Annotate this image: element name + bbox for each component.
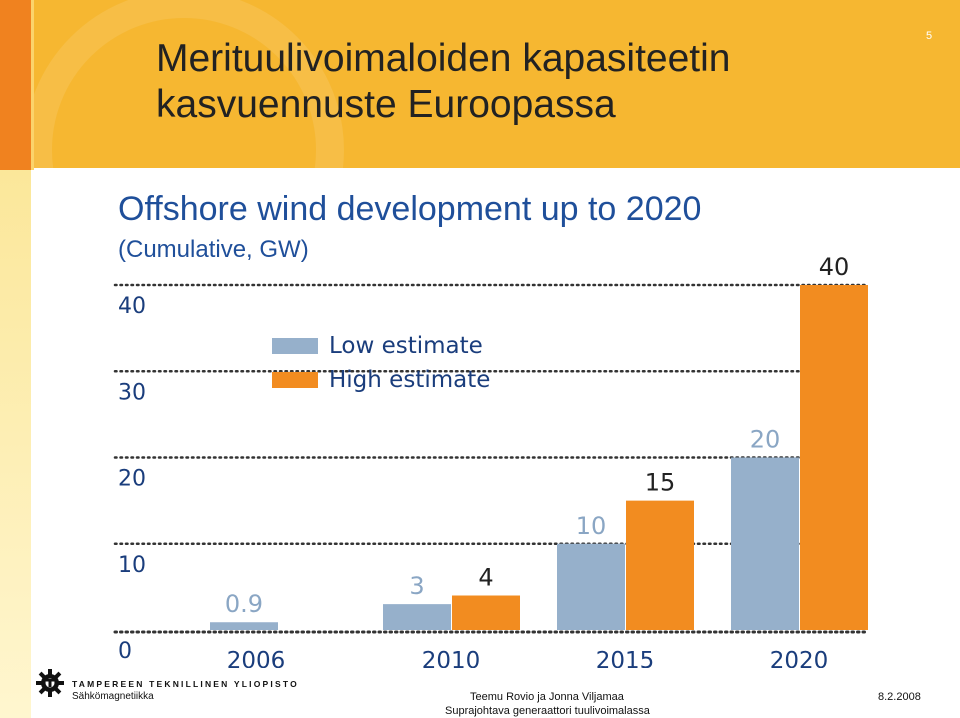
y-tick-label: 20 [118,467,146,492]
data-label: 40 [819,253,850,281]
chart-title: Offshore wind development up to 2020 [118,190,702,228]
y-tick-label: 0 [118,639,132,664]
x-tick-label: 2015 [596,648,655,668]
university-name: TAMPEREEN TEKNILLINEN YLIOPISTO [72,679,299,689]
slide-header [34,0,960,168]
department-name: Sähkömagnetiikka [72,691,154,702]
bar-high-estimate [626,500,694,630]
bar-low-estimate [210,622,278,630]
x-tick-label: 2010 [422,648,481,668]
authors: Teemu Rovio ja Jonna Viljamaa [470,691,624,703]
gear-logo-icon [36,669,64,697]
legend-label: Low estimate [329,333,483,359]
event-name: Suprajohtava generaattori tuulivoimalass… [445,705,650,717]
left-accent-strip [31,0,34,170]
bar-chart: 0 10 20 30 40 0.9 2006 3 4 2010 10 15 2015 20 40 2020 Lo… [113,253,870,668]
y-tick-label: 40 [118,294,146,319]
x-tick-label: 2020 [770,648,829,668]
bar-high-estimate [452,595,520,630]
slide-number: 5 [926,30,933,42]
left-accent-band [0,0,31,718]
bar-low-estimate [383,604,451,630]
data-label: 10 [576,512,607,540]
bar-low-estimate [557,543,625,630]
y-tick-label: 30 [118,380,146,405]
y-tick-label: 10 [118,553,146,578]
data-label: 20 [750,426,781,454]
data-label: 3 [409,572,424,600]
legend-swatch [272,372,318,388]
data-label: 15 [645,469,676,497]
x-tick-label: 2006 [227,648,286,668]
data-label: 4 [478,564,493,592]
legend-label: High estimate [329,367,490,393]
bar-high-estimate [800,285,868,630]
slide-date: 8.2.2008 [878,691,921,703]
legend-swatch [272,338,318,354]
bar-low-estimate [731,457,799,630]
chart-subtitle: (Cumulative, GW) [118,236,309,263]
data-label: 0.9 [225,590,263,618]
slide-title: Merituulivoimaloiden kapasiteetin kasvue… [156,37,731,126]
